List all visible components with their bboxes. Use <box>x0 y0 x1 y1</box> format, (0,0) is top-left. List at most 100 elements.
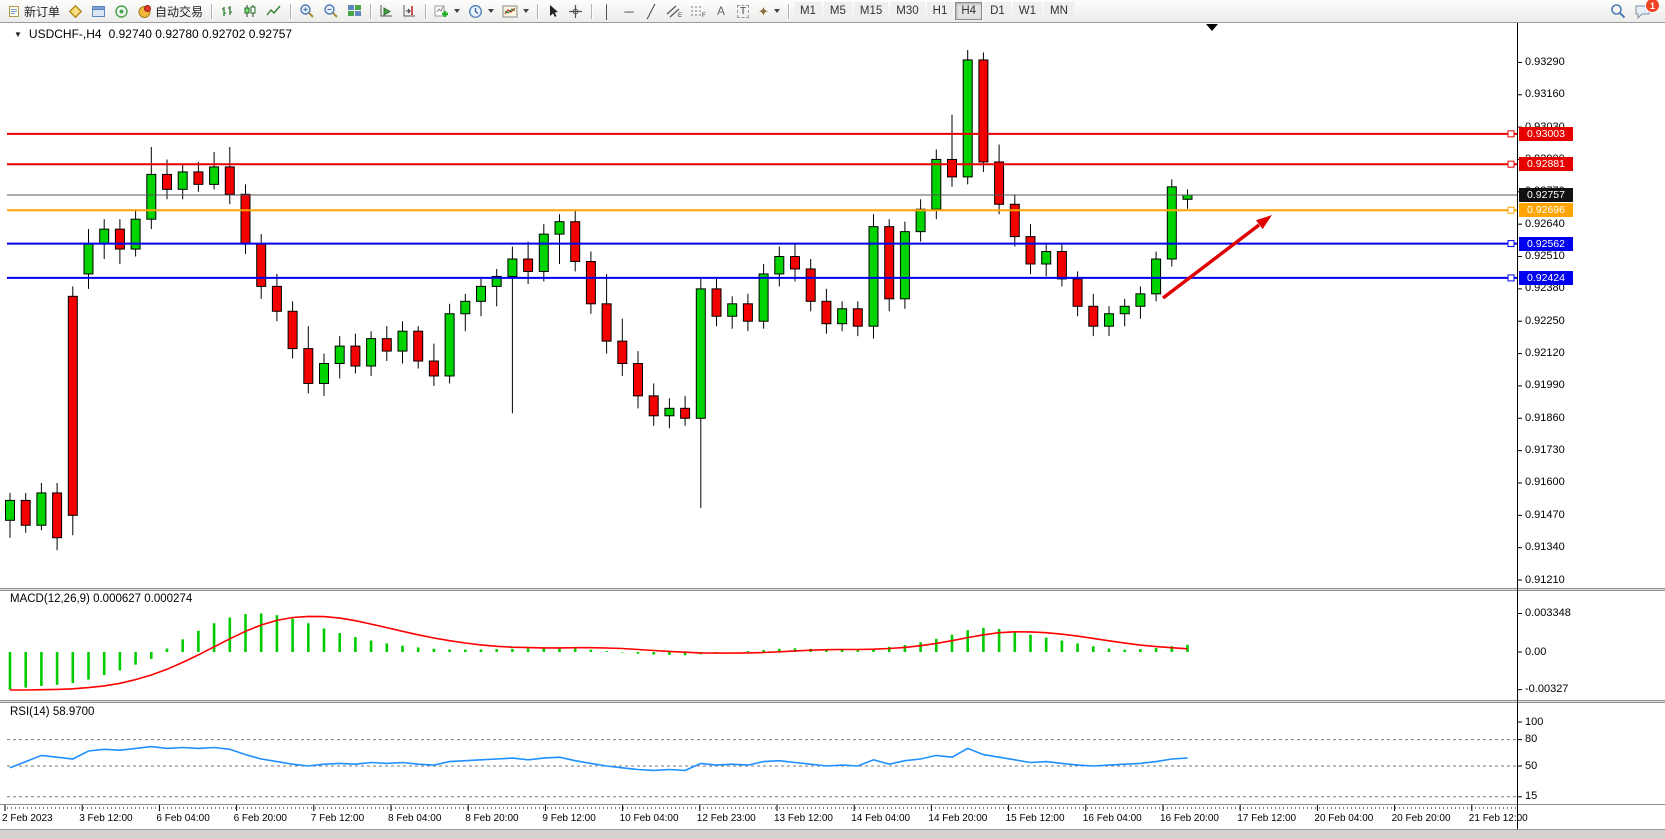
trendline-button[interactable]: ╱ <box>640 1 662 21</box>
auto-scroll-button[interactable] <box>375 1 398 21</box>
candlestick-chart-icon <box>244 5 256 17</box>
autotrade-label: 自动交易 <box>155 4 204 19</box>
crosshair-icon <box>569 4 583 18</box>
cursor-icon <box>549 5 558 17</box>
one-click-trading-toggle[interactable]: ▼ <box>14 29 22 39</box>
signals-icon <box>115 4 128 18</box>
toolbar-separator <box>591 3 593 19</box>
add-indicator-button[interactable] <box>430 1 464 21</box>
notifications-button[interactable]: 1 <box>1630 0 1660 21</box>
bar-chart-button[interactable] <box>216 1 239 21</box>
new-order-label: 新订单 <box>24 4 61 19</box>
toolbar-separator <box>787 3 789 19</box>
toolbar-separator <box>370 3 372 19</box>
toolbar-separator <box>425 3 427 19</box>
chart-header: ▼ USDCHF-,H4 0.92740 0.92780 0.92702 0.9… <box>14 27 292 41</box>
zoom-out-icon <box>324 4 338 18</box>
notification-badge: 1 <box>1645 0 1660 13</box>
tile-windows-icon <box>348 5 362 16</box>
hline-anchor[interactable] <box>1507 130 1515 138</box>
equidistant-channel-icon: E <box>666 5 682 18</box>
svg-text:E: E <box>678 13 682 18</box>
market-watch-button[interactable] <box>64 1 87 21</box>
autotrade-icon <box>138 4 152 18</box>
text-label-button[interactable]: T <box>732 1 754 21</box>
hline-anchor[interactable] <box>1507 240 1515 248</box>
hline-anchor[interactable] <box>1507 206 1515 214</box>
macd-signal-line <box>10 615 1188 691</box>
chevron-down-icon <box>773 9 780 13</box>
tile-windows-button[interactable] <box>343 1 366 21</box>
timeframe-m5-button[interactable]: M5 <box>823 2 852 20</box>
chart-shift-button[interactable] <box>398 1 421 21</box>
text-button[interactable]: A <box>710 1 732 21</box>
auto-scroll-icon <box>380 5 393 17</box>
search-button[interactable] <box>1606 1 1630 21</box>
new-order-button[interactable]: 新订单 <box>4 1 64 21</box>
arrow-objects-icon: ✦ <box>758 3 769 19</box>
chevron-down-icon <box>488 9 495 13</box>
fibonacci-icon: F <box>691 6 706 18</box>
candlesticks <box>5 49 1193 551</box>
chevron-down-icon <box>523 9 530 13</box>
status-strip <box>0 829 1665 839</box>
vertical-line-icon: │ <box>602 3 612 19</box>
vertical-line-button[interactable]: │ <box>596 1 618 21</box>
market-watch-icon <box>68 4 83 18</box>
chart-ohlc-values: 0.92740 0.92780 0.92702 0.92757 <box>108 27 293 41</box>
timeframe-m1-button[interactable]: M1 <box>793 2 822 20</box>
search-icon <box>1611 4 1626 19</box>
horizontal-line-icon: ─ <box>624 3 634 19</box>
line-chart-button[interactable] <box>262 1 286 21</box>
chart-shift-marker-icon[interactable] <box>1206 24 1218 31</box>
chart-shift-icon <box>403 5 416 17</box>
hline-anchor[interactable] <box>1507 274 1515 282</box>
signals-button[interactable] <box>110 1 133 21</box>
fibonacci-button[interactable]: F <box>686 1 710 21</box>
new-order-icon <box>9 5 19 17</box>
text-icon: A <box>717 4 726 18</box>
chart-window-button[interactable] <box>87 1 110 21</box>
toolbar-separator <box>537 3 539 19</box>
macd-histogram <box>8 613 1189 690</box>
trendline-icon: ╱ <box>647 3 655 19</box>
timeframe-w1-button[interactable]: W1 <box>1012 2 1043 20</box>
timeframe-d1-button[interactable]: D1 <box>984 2 1011 20</box>
periods-button[interactable] <box>464 1 498 21</box>
toolbar-separator <box>211 3 213 19</box>
text-label-icon: T <box>736 4 750 18</box>
periods-icon <box>469 4 482 18</box>
timeframe-h4-button[interactable]: H4 <box>955 2 983 20</box>
toolbar-separator <box>290 3 292 19</box>
horizontal-line-button[interactable]: ─ <box>618 1 640 21</box>
timeframe-m15-button[interactable]: M15 <box>853 2 889 20</box>
zoom-out-button[interactable] <box>319 1 343 21</box>
autotrade-button[interactable]: 自动交易 <box>133 1 207 21</box>
timeframe-toolbar: M1 M5 M15 M30 H1 H4 D1 W1 MN <box>793 2 1075 20</box>
zoom-in-button[interactable] <box>295 1 319 21</box>
chart-symbol-period: USDCHF-,H4 <box>28 27 102 41</box>
equidistant-channel-button[interactable]: E <box>662 1 686 21</box>
zoom-in-icon <box>300 4 314 18</box>
trend-arrow-head[interactable] <box>1256 215 1272 230</box>
crosshair-button[interactable] <box>564 1 587 21</box>
panel-splitter[interactable] <box>0 700 1665 703</box>
chart-window-icon <box>92 5 106 17</box>
trend-arrow-annotation[interactable] <box>1161 223 1261 300</box>
hline-anchor[interactable] <box>1507 160 1515 168</box>
svg-text:F: F <box>702 13 706 18</box>
chevron-down-icon <box>454 9 461 13</box>
timeframe-mn-button[interactable]: MN <box>1044 2 1074 20</box>
panel-splitter[interactable] <box>0 588 1665 591</box>
templates-button[interactable] <box>498 1 533 21</box>
add-indicator-icon <box>434 5 449 17</box>
main-toolbar: 新订单 自动交易 <box>0 0 1665 23</box>
timeframe-m30-button[interactable]: M30 <box>890 2 925 20</box>
arrow-objects-button[interactable]: ✦ <box>754 1 784 21</box>
candlestick-chart-button[interactable] <box>239 1 262 21</box>
cursor-button[interactable] <box>542 1 564 21</box>
line-chart-icon <box>266 5 281 16</box>
timeframe-h1-button[interactable]: H1 <box>926 2 954 20</box>
